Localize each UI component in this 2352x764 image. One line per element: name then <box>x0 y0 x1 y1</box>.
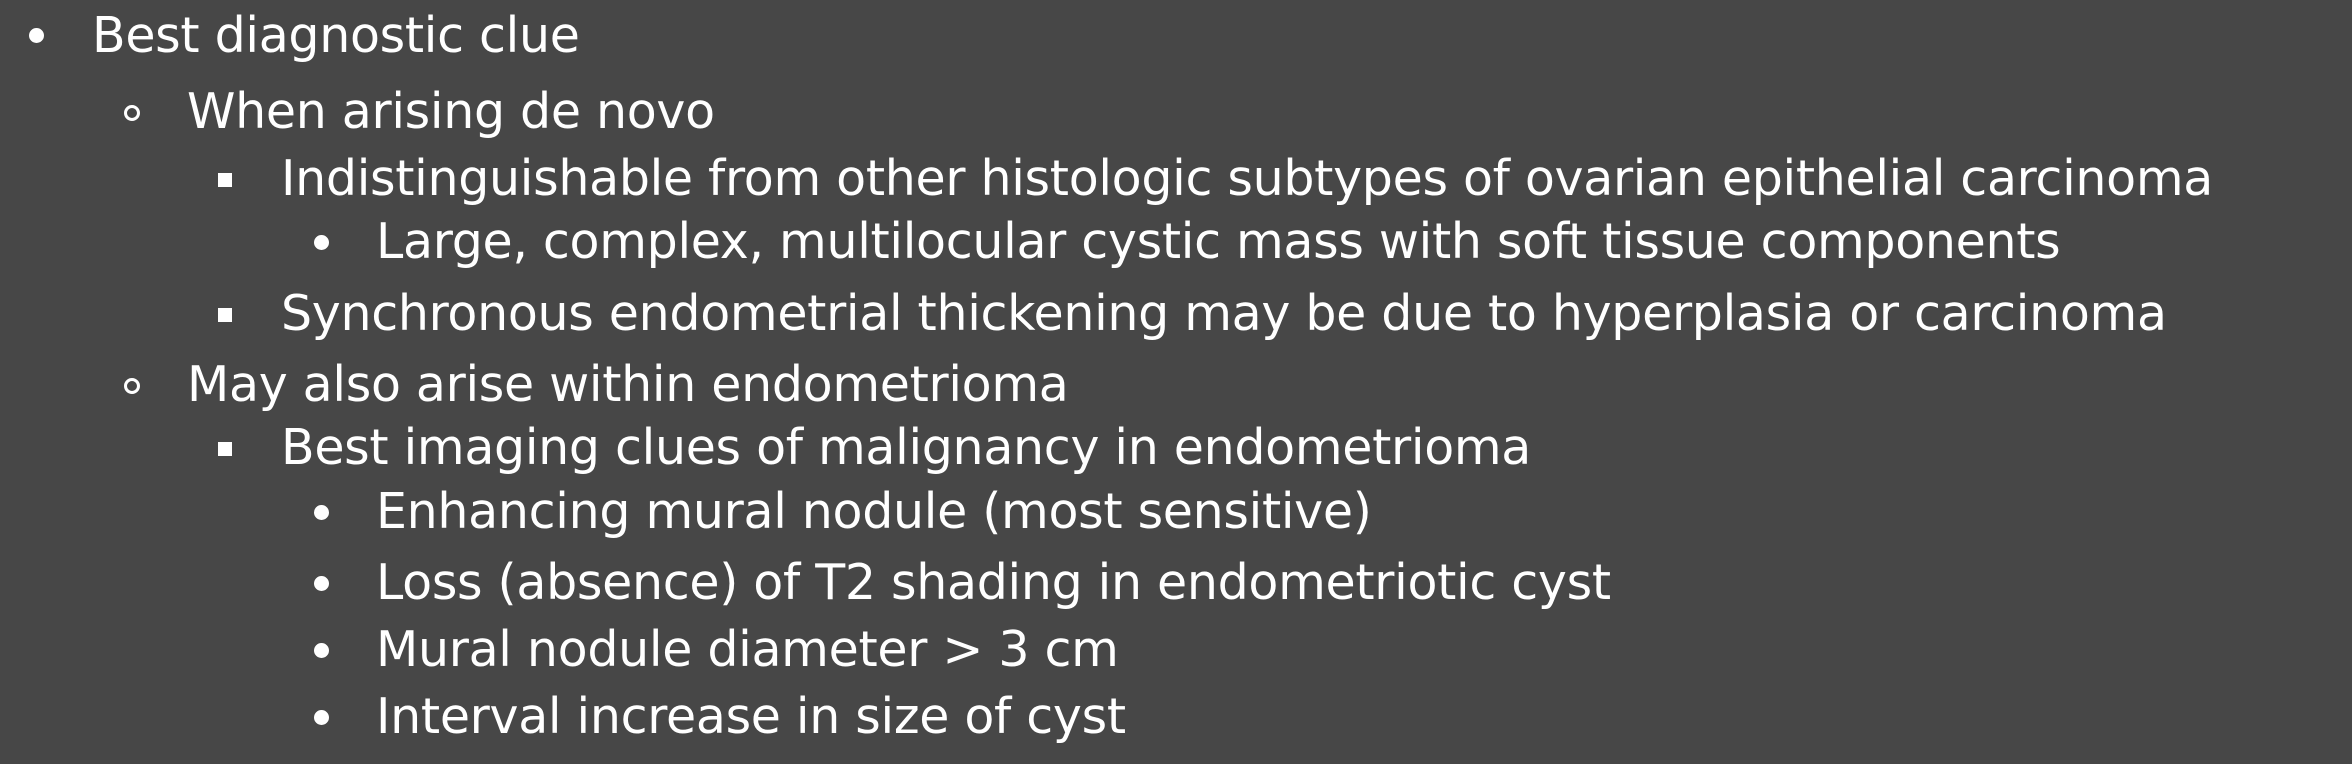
disc-bullet-icon <box>314 505 329 520</box>
outline-item-text: Synchronous endometrial thickening may b… <box>281 285 2167 342</box>
outline-item-text: Loss (absence) of T2 shading in endometr… <box>376 554 1611 611</box>
outline-item-text: Best diagnostic clue <box>92 7 580 64</box>
outline-item-text: Enhancing mural nodule (most sensitive) <box>376 483 1372 540</box>
outline-item-text: Best imaging clues of malignancy in endo… <box>281 419 1532 476</box>
circle-bullet-icon <box>124 105 140 121</box>
outline-item-text: Interval increase in size of cyst <box>376 688 1126 745</box>
square-bullet-icon <box>218 308 232 322</box>
square-bullet-icon <box>218 442 232 456</box>
outline-item-text: Indistinguishable from other histologic … <box>281 150 2213 207</box>
square-bullet-icon <box>218 173 232 187</box>
circle-bullet-icon <box>124 378 140 394</box>
disc-bullet-icon <box>314 643 329 658</box>
outline-item-text: Large, complex, multilocular cystic mass… <box>376 213 2061 270</box>
outline-item-text: May also arise within endometrioma <box>187 356 1069 413</box>
outline-item-text: When arising de novo <box>187 83 715 140</box>
disc-bullet-icon <box>314 710 329 725</box>
disc-bullet-icon <box>314 576 329 591</box>
outline-item-text: Mural nodule diameter > 3 cm <box>376 621 1119 678</box>
disc-bullet-icon <box>29 28 44 43</box>
disc-bullet-icon <box>314 235 329 250</box>
